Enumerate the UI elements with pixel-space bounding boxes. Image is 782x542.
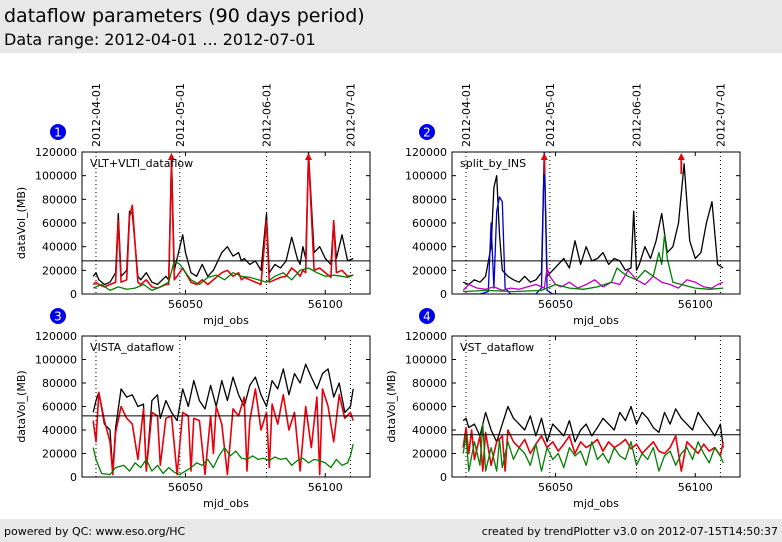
y-tick-label: 100000 [405,354,447,367]
panel-badge-number: 3 [54,310,62,324]
date-tick-label: 2012-04-01 [460,83,473,147]
y-axis-label: dataVol_(MB) [15,187,28,259]
y-axis-label: dataVol_(MB) [385,370,398,442]
date-tick-label: 2012-07-01 [344,83,357,147]
date-tick-label: 2012-07-01 [714,83,727,147]
series-line-green [462,423,724,472]
panel-label: split_by_INS [460,157,526,170]
series-line-red [92,153,354,289]
footer-credit: powered by QC: www.eso.org/HC [4,525,186,538]
y-tick-label: 0 [440,471,447,484]
panel-badge [50,308,66,324]
date-tick-label: 2012-06-01 [261,83,274,147]
date-tick-label: 2012-05-01 [174,83,187,147]
x-tick-label: 56050 [538,481,573,494]
y-tick-label: 40000 [412,241,447,254]
y-tick-label: 120000 [35,146,77,159]
overflow-arrow-head [540,153,548,160]
y-tick-label: 20000 [412,448,447,461]
y-tick-label: 40000 [42,424,77,437]
y-tick-label: 120000 [405,330,447,343]
x-axis-label: mjd_obs [203,314,249,327]
panel-badge-number: 2 [423,126,431,140]
x-tick-label: 56050 [168,481,203,494]
y-tick-label: 20000 [42,448,77,461]
series-line-green [92,260,354,292]
x-tick-label: 56100 [678,481,713,494]
series-line-magenta [462,267,724,292]
date-tick-label: 2012-05-01 [544,83,557,147]
panel-badge [419,124,435,140]
y-tick-label: 120000 [405,146,447,159]
panel-badge [419,308,435,324]
series-group [462,152,724,294]
y-tick-label: 80000 [42,377,77,390]
y-tick-label: 100000 [405,170,447,183]
panel-badge-number: 1 [54,126,62,140]
y-axis-label: dataVol_(MB) [15,370,28,442]
series-line-black [462,405,724,448]
footer-generator: created by trendPlotter v3.0 on 2012-07-… [481,525,778,538]
plot-frame [451,151,741,295]
panel-1: 2012-04-01 2012-05-01 2012-06-01 2012-07-01… [15,83,371,327]
x-axis-label: mjd_obs [573,314,619,327]
x-axis-label: mjd_obs [573,497,619,510]
date-tick-label: 2012-04-01 [90,83,103,147]
x-tick-label: 56050 [538,298,573,311]
y-tick-label: 60000 [412,217,447,230]
y-tick-label: 60000 [42,217,77,230]
panel-badge-number: 4 [423,310,431,324]
y-tick-label: 40000 [412,424,447,437]
x-axis-label: mjd_obs [203,497,249,510]
series-line-blue [463,152,724,294]
page-footer: powered by QC: www.eso.org/HC created by… [0,519,782,542]
y-tick-label: 0 [70,471,77,484]
y-tick-label: 0 [440,288,447,301]
charts-area: 2012-04-01 2012-05-01 2012-06-01 2012-07-01… [15,83,741,510]
series-group [92,363,354,476]
y-tick-label: 80000 [42,193,77,206]
x-tick-label: 56100 [308,298,343,311]
y-tick-label: 60000 [412,401,447,414]
y-tick-label: 80000 [412,193,447,206]
series-line-green [92,443,354,476]
x-tick-label: 56050 [168,298,203,311]
panel-4: 0 20000 40000 60000 80000 100000 120000 56050 56… [385,308,741,510]
overflow-arrow-head [677,153,685,160]
y-tick-label: 100000 [35,170,77,183]
series-line-red [92,388,354,476]
panel-2: 2012-04-01 2012-05-01 2012-06-01 2012-07-01… [405,83,741,327]
series-line-black [462,152,724,286]
x-tick-label: 56100 [308,481,343,494]
page-title: dataflow parameters (90 days period) [4,5,365,27]
panel-label: VISTA_dataflow [90,341,174,354]
overflow-arrow-head [304,153,312,160]
y-tick-label: 0 [70,288,77,301]
y-tick-label: 100000 [35,354,77,367]
series-line-green [463,234,724,293]
y-tick-label: 20000 [42,264,77,277]
y-tick-label: 120000 [35,330,77,343]
x-tick-label: 56100 [678,298,713,311]
y-tick-label: 20000 [412,264,447,277]
date-tick-label: 2012-06-01 [631,83,644,147]
series-group [92,152,354,292]
panel-badge [50,124,66,140]
panel-3: 0 20000 40000 60000 80000 100000 120000 56050 56… [15,308,371,510]
panel-label: VST_dataflow [460,341,534,354]
y-tick-label: 80000 [412,377,447,390]
series-group [462,405,724,472]
series-line-red [462,426,724,472]
overflow-arrow-head [167,153,175,160]
y-tick-label: 60000 [42,401,77,414]
y-tick-label: 40000 [42,241,77,254]
data-range-subtitle: Data range: 2012-04-01 ... 2012-07-01 [4,30,316,49]
page-header: dataflow parameters (90 days period) Dat… [0,0,782,53]
panel-label: VLT+VLTI_dataflow [90,157,193,170]
